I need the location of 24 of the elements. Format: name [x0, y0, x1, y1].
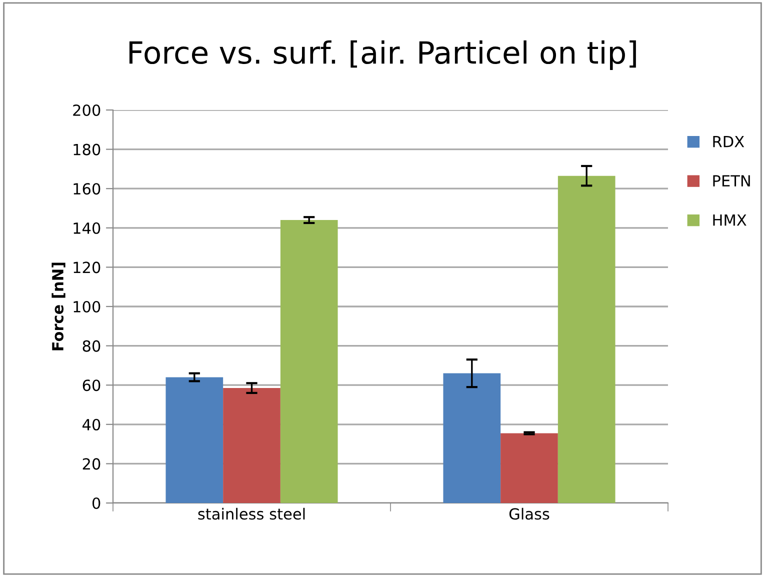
- y-tick-label: 20: [82, 458, 100, 470]
- bar: [280, 220, 338, 503]
- chart-title: Force vs. surf. [air. Particel on tip]: [129, 40, 636, 70]
- bar: [166, 377, 224, 503]
- y-tick-label: 0: [92, 497, 100, 510]
- y-tick-label: 100: [74, 300, 100, 313]
- y-tick-label: 80: [82, 340, 100, 352]
- bar: [223, 388, 280, 503]
- bar: [443, 373, 501, 503]
- legend-label: PETN: [713, 175, 750, 186]
- legend-label: HMX: [713, 214, 746, 226]
- y-tick-label: 140: [74, 222, 100, 234]
- bar: [500, 433, 558, 503]
- y-axis-title: Force [nN]: [52, 262, 66, 350]
- x-tick-label: Glass: [509, 508, 550, 520]
- bar: [558, 176, 616, 503]
- y-tick-label: 160: [74, 183, 100, 195]
- y-tick-label: 120: [74, 262, 100, 274]
- x-tick-label: stainless steel: [198, 508, 305, 520]
- y-tick-label: 180: [74, 144, 100, 156]
- y-tick-label: 40: [82, 418, 100, 430]
- legend-label: RDX: [713, 136, 744, 148]
- y-tick-label: 200: [73, 104, 100, 116]
- y-tick-label: 60: [82, 380, 100, 392]
